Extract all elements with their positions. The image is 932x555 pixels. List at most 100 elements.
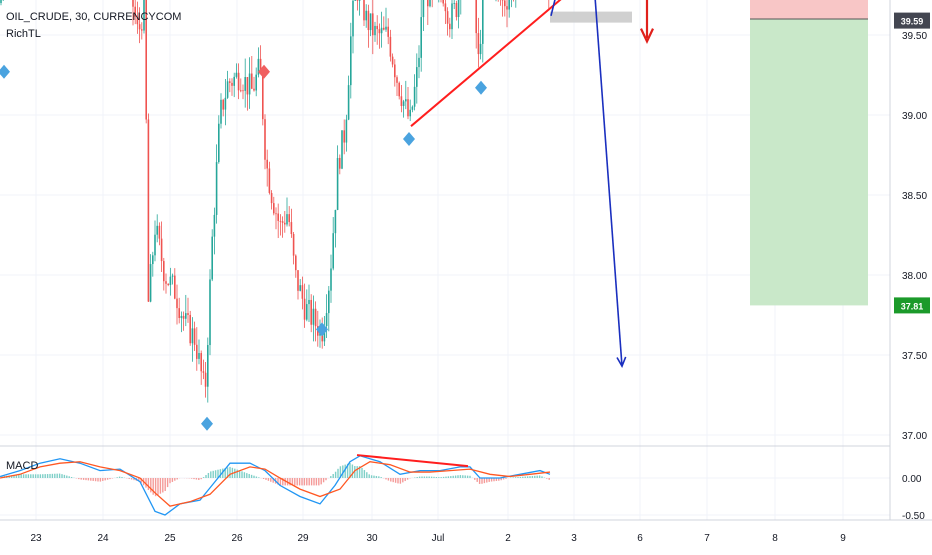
macd-hist-bar [205,475,206,478]
macd-hist-bar [54,474,55,478]
macd-hist-bar [330,476,331,478]
candle-body [216,162,218,215]
candle-body [205,373,207,387]
macd-hist-bar [371,475,372,478]
macd-hist-bar [85,478,86,480]
candle-body [174,276,176,299]
x-tick-label: 8 [772,533,778,544]
macd-hist-bar [460,475,461,478]
macd-hist-bar [441,477,442,478]
macd-hist-bar [57,474,58,478]
macd-hist-bar [321,478,322,484]
macd-hist-bar [414,477,415,478]
candle-body [255,75,257,91]
candle-body [396,77,398,83]
candle-body [308,300,310,304]
x-tick-label: 9 [840,533,846,544]
macd-hist-bar [169,478,170,483]
candle-body [154,235,156,256]
macd-hist-bar [429,477,430,478]
candle-body [335,210,337,233]
candle-body [262,71,264,119]
indicator-label: RichTL [6,28,41,40]
macd-hist-bar [193,478,194,479]
price-tick-label: 37.50 [902,351,927,362]
macd-hist-bar [213,471,214,478]
chart-title: OIL_CRUDE, 30, CURRENCYCOM [6,11,181,23]
candle-body [302,285,304,299]
macd-hist-bar [335,472,336,478]
macd-hist-bar [395,478,396,483]
candle-body [225,98,227,110]
candle-body [277,214,279,221]
macd-hist-bar [196,478,197,480]
macd-hist-bar [215,470,216,478]
candle-body [196,345,198,359]
macd-hist-bar [35,474,36,478]
x-tick-label: 3 [571,533,577,544]
candle-body [284,223,286,225]
macd-hist-bar [162,478,163,492]
macd-hist-bar [95,478,96,481]
macd-hist-bar [69,476,70,478]
candle-body [152,255,154,264]
macd-hist-bar [23,474,24,478]
macd-hist-bar [59,474,60,478]
candle-body [251,74,253,89]
candle-body [429,0,431,6]
price-tick-label: 39.50 [902,31,927,42]
macd-hist-bar [203,477,204,478]
candle-body [506,6,508,9]
macd-hist-bar [316,478,317,485]
macd-hist-bar [402,478,403,482]
macd-hist-bar [417,477,418,478]
macd-hist-bar [160,478,161,494]
macd-hist-bar [107,478,108,480]
candle-body [187,313,189,315]
x-tick-label: 24 [97,533,109,544]
macd-hist-bar [426,477,427,478]
macd-hist-bar [323,478,324,482]
macd-hist-bar [455,476,456,478]
macd-hist-bar [465,475,466,478]
macd-hist-bar [534,476,535,478]
price-tick-label: 37.00 [902,431,927,442]
macd-hist-bar [97,478,98,481]
candle-body [405,99,407,101]
candle-body [229,81,231,83]
macd-hist-bar [546,478,547,479]
macd-hist-bar [337,469,338,478]
macd-hist-bar [201,478,202,479]
target-zone [750,19,868,305]
macd-hist-bar [102,478,103,481]
price-tick-label: 39.00 [902,111,927,122]
macd-hist-bar [129,478,130,479]
macd-hist-bar [42,474,43,478]
macd-hist-bar [100,478,101,482]
macd-tick-label: 0.00 [902,474,922,485]
candle-body [295,256,297,271]
macd-hist-bar [47,474,48,478]
candle-body [508,0,510,10]
candle-body [299,285,301,291]
candle-body [310,300,312,325]
candle-body [214,215,216,237]
candle-body [233,77,235,86]
macd-hist-bar [93,478,94,481]
macd-hist-bar [352,464,353,478]
x-tick-label: 29 [297,533,309,544]
macd-hist-bar [88,478,89,480]
macd-hist-bar [443,477,444,478]
macd-hist-bar [210,471,211,478]
macd-hist-bar [436,477,437,478]
macd-hist-bar [407,478,408,480]
candle-body [189,315,191,343]
macd-hist-bar [357,466,358,478]
macd-hist-bar [369,474,370,478]
candle-body [420,17,422,58]
x-tick-label: 25 [164,533,176,544]
macd-hist-bar [297,478,298,485]
macd-hist-bar [121,477,122,478]
candle-body [176,299,178,308]
